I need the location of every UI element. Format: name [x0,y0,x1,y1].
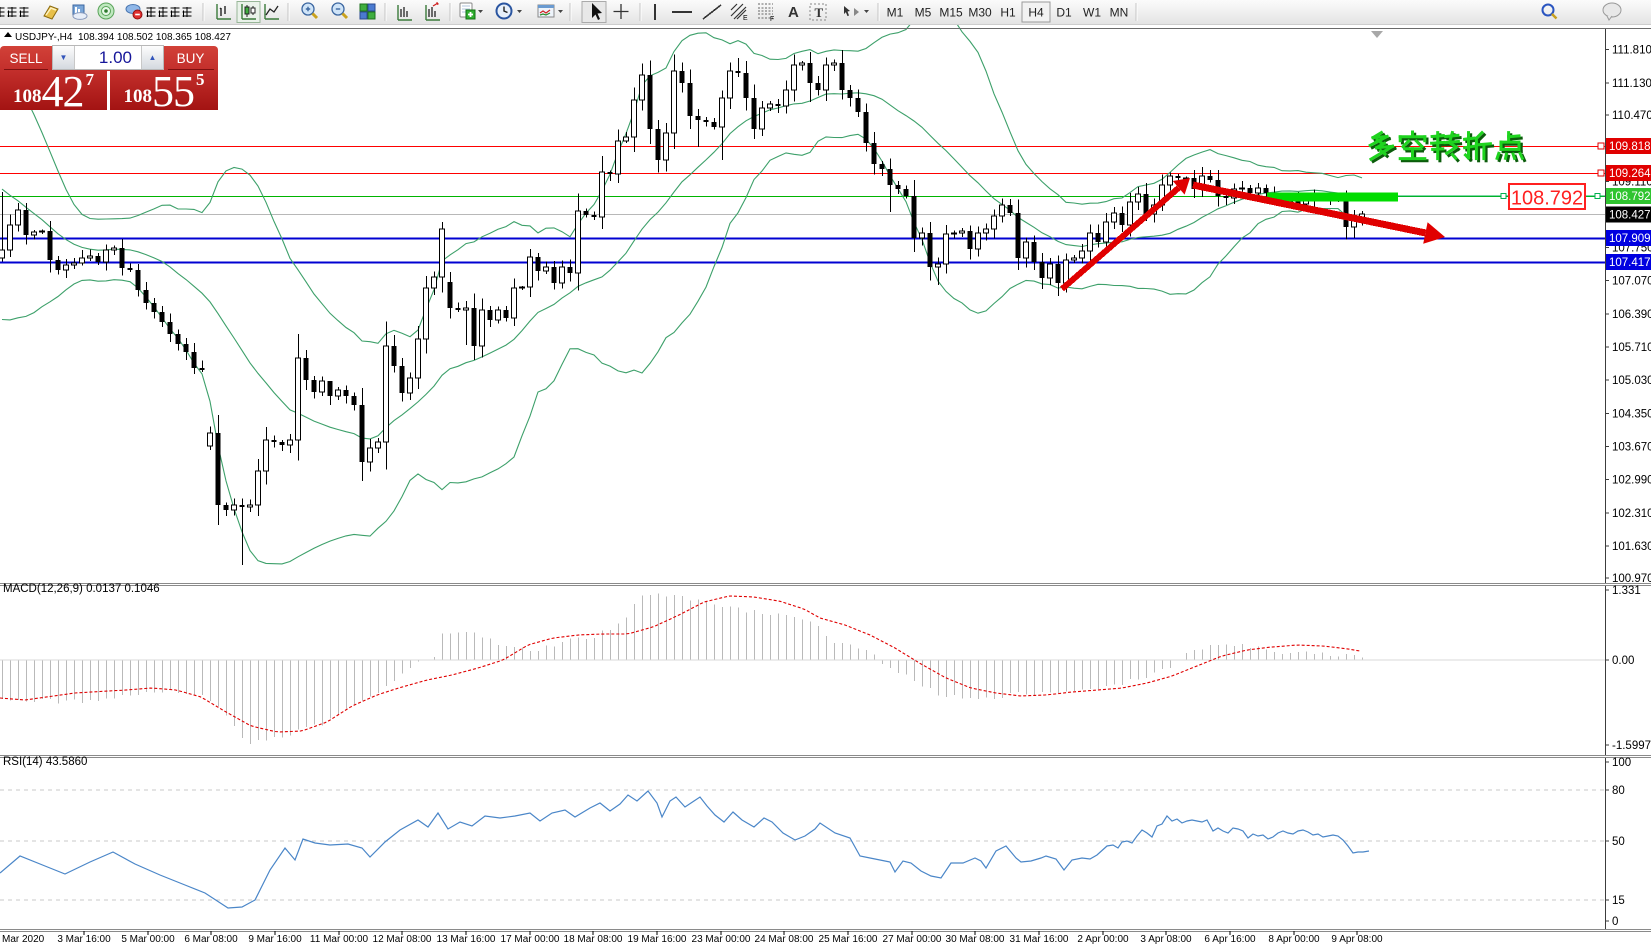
svg-text:USDJPY-,H4 108.394 108.502 10: USDJPY-,H4 108.394 108.502 108.365 108.4… [15,32,231,43]
svg-text:3 Mar 16:00: 3 Mar 16:00 [57,934,111,945]
svg-text:104.350: 104.350 [1612,408,1651,420]
svg-text:103.670: 103.670 [1612,442,1651,454]
svg-text:3 Apr 08:00: 3 Apr 08:00 [1140,934,1192,945]
svg-text:H4: H4 [1028,6,1044,20]
svg-text:101.630: 101.630 [1612,541,1651,553]
svg-text:5 Mar 00:00: 5 Mar 00:00 [121,934,175,945]
svg-text:109.818: 109.818 [1609,141,1651,153]
svg-text:108.427: 108.427 [1609,210,1651,222]
svg-text:27 Mar 00:00: 27 Mar 00:00 [883,934,942,945]
svg-text:M5: M5 [915,6,932,20]
svg-text:6 Mar 08:00: 6 Mar 08:00 [184,934,238,945]
svg-text:18 Mar 08:00: 18 Mar 08:00 [564,934,623,945]
svg-text:H1: H1 [1000,6,1016,20]
svg-text:108.792: 108.792 [1511,188,1583,210]
svg-text:13 Mar 16:00: 13 Mar 16:00 [437,934,496,945]
svg-text:RSI(14) 43.5860: RSI(14) 43.5860 [3,756,87,768]
svg-text:110.470: 110.470 [1612,110,1651,122]
svg-text:23 Mar 00:00: 23 Mar 00:00 [692,934,751,945]
svg-text:MN: MN [1110,6,1129,20]
svg-text:30 Mar 08:00: 30 Mar 08:00 [946,934,1005,945]
svg-text:31 Mar 16:00: 31 Mar 16:00 [1010,934,1069,945]
svg-text:T: T [815,5,824,20]
svg-text:100.970: 100.970 [1612,573,1651,585]
svg-text:A: A [788,4,799,21]
svg-text:17 Mar 00:00: 17 Mar 00:00 [501,934,560,945]
svg-text:109.264: 109.264 [1609,168,1651,180]
svg-text:Mar 2020: Mar 2020 [2,934,45,945]
svg-text:D1: D1 [1056,6,1072,20]
svg-text:W1: W1 [1083,6,1101,20]
svg-text:-1.5997: -1.5997 [1612,740,1651,752]
svg-text:111.130: 111.130 [1612,78,1651,90]
svg-text:102.310: 102.310 [1612,508,1651,520]
svg-text:12 Mar 08:00: 12 Mar 08:00 [373,934,432,945]
svg-text:106.390: 106.390 [1612,309,1651,321]
svg-text:15: 15 [1612,895,1625,907]
svg-text:2 Apr 00:00: 2 Apr 00:00 [1077,934,1129,945]
svg-text:105.710: 105.710 [1612,342,1651,354]
svg-text:0.00: 0.00 [1612,655,1634,667]
svg-text:107.417: 107.417 [1609,257,1651,269]
svg-text:1.331: 1.331 [1612,585,1641,597]
svg-text:108.792: 108.792 [1609,191,1651,203]
svg-text:105.030: 105.030 [1612,375,1651,387]
svg-text:24 Mar 08:00: 24 Mar 08:00 [755,934,814,945]
svg-text:19 Mar 16:00: 19 Mar 16:00 [628,934,687,945]
svg-text:80: 80 [1612,785,1625,797]
svg-text:F: F [770,16,774,23]
svg-text:111.810: 111.810 [1612,45,1651,57]
svg-text:25 Mar 16:00: 25 Mar 16:00 [819,934,878,945]
svg-text:9 Apr 08:00: 9 Apr 08:00 [1331,934,1383,945]
svg-text:107.070: 107.070 [1612,276,1651,288]
svg-text:M1: M1 [887,6,904,20]
svg-text:MACD(12,26,9) 0.0137 0.1046: MACD(12,26,9) 0.0137 0.1046 [3,583,160,595]
svg-text:100: 100 [1612,757,1631,769]
svg-text:M30: M30 [968,6,992,20]
svg-text:11 Mar 00:00: 11 Mar 00:00 [310,934,369,945]
svg-text:E: E [743,15,748,22]
svg-text:M15: M15 [939,6,963,20]
svg-text:102.990: 102.990 [1612,475,1651,487]
svg-text:6 Apr 16:00: 6 Apr 16:00 [1204,934,1256,945]
svg-text:50: 50 [1612,836,1625,848]
svg-text:107.909: 107.909 [1609,233,1651,245]
svg-text:8 Apr 00:00: 8 Apr 00:00 [1268,934,1320,945]
svg-text:9 Mar 16:00: 9 Mar 16:00 [248,934,302,945]
svg-text:0: 0 [1612,916,1618,928]
